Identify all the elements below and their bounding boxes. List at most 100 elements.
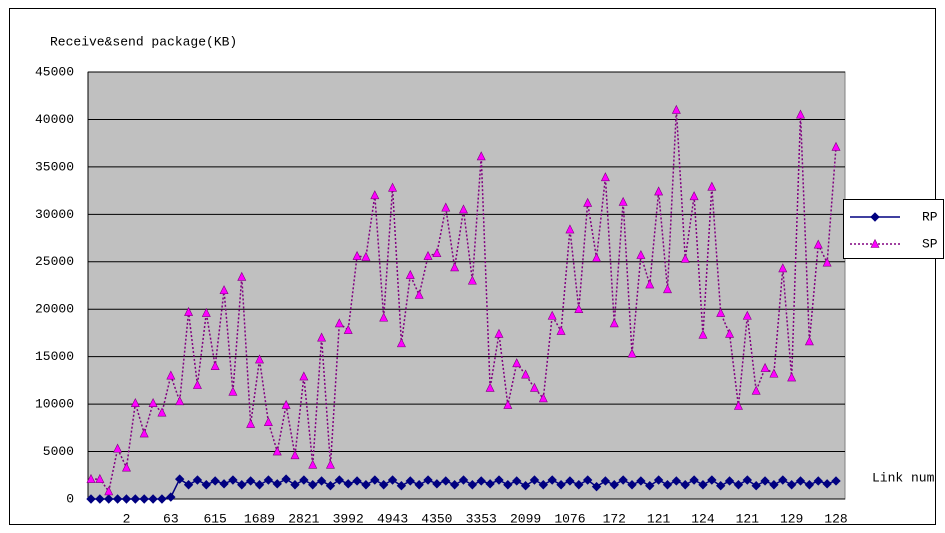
data-point (237, 271, 247, 281)
data-point (290, 480, 300, 490)
data-point (769, 480, 779, 490)
data-point (494, 328, 504, 338)
data-point (263, 475, 274, 485)
data-point (574, 304, 584, 314)
data-point (388, 182, 398, 192)
data-point (707, 475, 717, 485)
y-tick-label: 40000 (35, 112, 74, 127)
data-point (663, 284, 672, 294)
x-tick-label: 121 (647, 511, 671, 526)
data-point (520, 481, 531, 491)
data-point (450, 262, 460, 272)
data-point (192, 475, 203, 485)
data-point (618, 196, 628, 206)
data-point (183, 480, 194, 490)
data-point (95, 494, 105, 504)
data-point (86, 494, 96, 504)
legend-marker (870, 212, 880, 222)
y-tick-label: 30000 (35, 207, 74, 222)
data-point (254, 480, 265, 490)
data-point (512, 358, 522, 368)
data-point (449, 480, 460, 490)
data-point (263, 416, 273, 426)
data-point (813, 239, 823, 249)
x-tick-label: 2 (123, 511, 131, 526)
data-point (627, 480, 637, 490)
data-point (387, 475, 398, 485)
data-point (210, 360, 220, 370)
data-point (529, 475, 540, 485)
data-point (636, 249, 646, 259)
x-tick-label: 172 (603, 511, 626, 526)
data-point (157, 494, 167, 504)
data-point (565, 476, 575, 486)
data-point (316, 476, 327, 486)
data-point (654, 186, 664, 196)
data-point (130, 397, 140, 407)
data-point (556, 325, 566, 335)
data-point (423, 475, 433, 485)
x-tick-label: 3992 (333, 511, 364, 526)
data-point (255, 354, 264, 364)
data-point (796, 109, 806, 119)
data-point (485, 382, 495, 392)
x-tick-label: 124 (691, 511, 715, 526)
data-point (733, 480, 744, 490)
data-point (352, 250, 362, 260)
data-point (795, 476, 806, 486)
data-point (219, 479, 229, 489)
data-point (822, 479, 832, 489)
data-point (645, 279, 655, 289)
data-point (733, 400, 743, 410)
data-point (778, 263, 788, 273)
data-point (467, 275, 477, 285)
data-point (139, 428, 149, 438)
x-tick-label: 3353 (466, 511, 497, 526)
data-point (370, 190, 380, 200)
data-point (671, 104, 681, 114)
data-point (175, 396, 185, 406)
data-point (609, 480, 619, 490)
data-point (724, 476, 735, 486)
data-point (636, 476, 646, 486)
data-point (565, 224, 575, 234)
data-point (503, 399, 513, 409)
data-point (166, 492, 176, 502)
data-point (272, 446, 282, 456)
data-point (538, 480, 549, 490)
data-point (334, 318, 344, 328)
x-tick-label: 128 (824, 511, 847, 526)
data-point (742, 310, 752, 320)
data-point (432, 479, 442, 489)
data-point (529, 382, 539, 392)
data-point (441, 202, 451, 212)
x-tick-label: 4350 (421, 511, 452, 526)
data-point (308, 459, 318, 469)
data-point (707, 181, 717, 191)
data-point (787, 372, 797, 382)
data-point (228, 386, 238, 396)
data-point (512, 476, 522, 486)
data-point (476, 476, 486, 486)
data-point (246, 418, 256, 428)
data-point (476, 151, 486, 161)
data-point (361, 251, 371, 261)
x-tick-label: 2821 (288, 511, 319, 526)
data-point (423, 250, 433, 260)
data-point (760, 476, 770, 486)
data-point (627, 348, 637, 358)
data-point (618, 475, 628, 485)
data-point (574, 480, 584, 490)
data-point (370, 475, 380, 485)
data-point (281, 399, 291, 409)
data-point (653, 475, 664, 485)
data-point (396, 481, 407, 491)
data-point (538, 393, 548, 403)
data-point (343, 479, 353, 489)
y-tick-label: 5000 (43, 444, 74, 459)
data-point (725, 328, 735, 338)
x-tick-label: 1076 (554, 511, 585, 526)
data-point (831, 141, 841, 151)
data-point (334, 475, 345, 485)
